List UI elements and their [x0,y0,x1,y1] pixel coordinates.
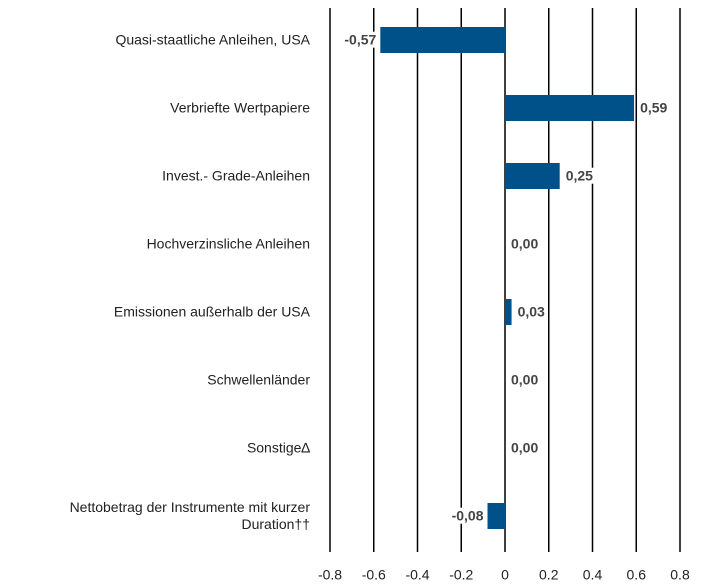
value-label: 0,59 [640,100,667,116]
label-background [450,507,485,524]
value-label: -0,57 [344,32,376,48]
value-label: 0,25 [566,168,593,184]
bar [487,503,505,529]
label-background [639,99,669,116]
label-background [516,303,547,320]
label-background [564,167,595,184]
x-tick-label: -0.8 [318,567,342,583]
x-tick-label: -0.6 [362,567,386,583]
category-label: Schwellenländer [207,371,310,388]
label-background [510,235,540,252]
category-label: Hochverzinsliche Anleihen [146,235,310,252]
bar [505,299,512,325]
category-label: Verbriefte Wertpapiere [170,99,310,116]
x-tick-label: 0 [501,567,509,583]
value-label: 0,00 [511,236,538,252]
x-tick-label: -0.4 [405,567,429,583]
label-background [510,371,540,388]
category-label: Invest.- Grade-Anleihen [162,167,310,184]
x-tick-label: 0.4 [583,567,603,583]
category-label: Emissionen außerhalb der USA [113,303,310,320]
bar [380,27,505,53]
label-background [510,439,540,456]
x-tick-label: 0.8 [670,567,690,583]
bar [505,95,635,121]
category-label: Sonstige∆ [246,439,310,456]
label-background [343,31,378,48]
x-tick-label: 0.2 [539,567,559,583]
x-tick-label: 0.6 [627,567,647,583]
value-label: 0,00 [511,440,538,456]
bar [505,163,560,189]
category-label: Nettobetrag der Instrumente mit kurzer D… [69,499,310,532]
value-label: 0,03 [518,304,545,320]
category-label: Quasi-staatliche Anleihen, USA [115,31,310,48]
value-label: -0,08 [452,508,484,524]
value-label: 0,00 [511,372,538,388]
x-tick-label: -0.2 [449,567,473,583]
